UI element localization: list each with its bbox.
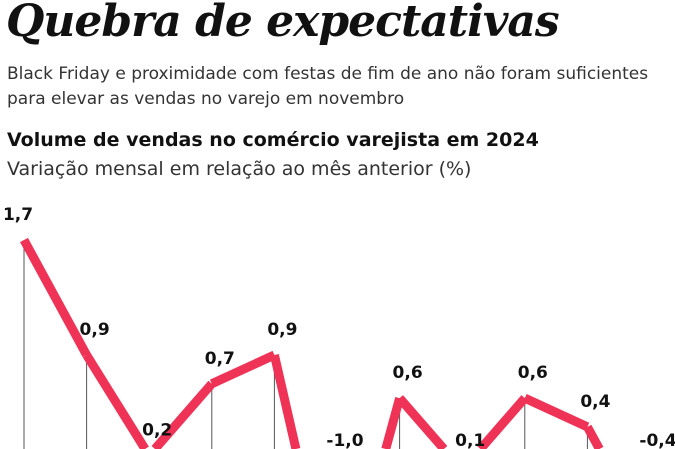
data-label-Jan: 1,7 [3,205,33,225]
page-title: Quebra de expectativas [6,0,560,47]
chart-title: Volume de vendas no comércio varejista e… [7,129,539,151]
data-label-Set: 0,6 [518,363,548,383]
chart-subtitle: Variação mensal em relação ao mês anteri… [7,158,472,180]
data-label-Fev: 0,9 [80,320,110,340]
data-label-Ago: 0,1 [455,431,485,449]
data-label-Mai: 0,9 [267,320,297,340]
page-subtitle: Black Friday e proximidade com festas de… [7,64,649,109]
data-label-Jul: 0,6 [393,363,423,383]
data-label-Abr: 0,7 [205,349,235,369]
data-label-Out: 0,4 [580,392,610,412]
data-label-Nov: -0,4 [639,431,675,449]
data-label-Jun: -1,0 [326,431,363,449]
data-label-Mar: 0,2 [142,421,172,441]
series-line [20,237,604,449]
